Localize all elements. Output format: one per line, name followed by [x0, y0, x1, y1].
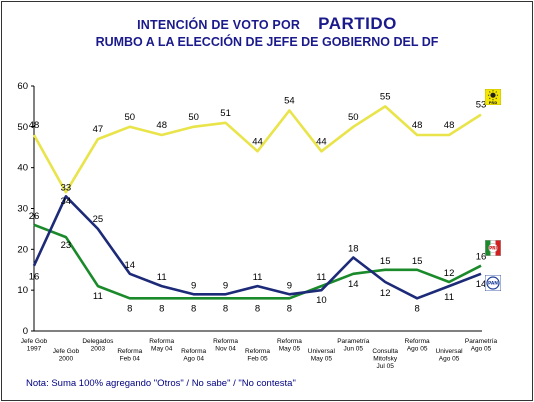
data-label-pri: 15: [380, 256, 391, 267]
svg-text:PRI: PRI: [489, 246, 497, 251]
y-tick-label: 60: [17, 81, 28, 92]
data-label-pan: 9: [191, 280, 196, 291]
series-line-prd: [32, 105, 482, 194]
x-tick-label: Universal Ago 05: [436, 348, 464, 363]
data-label-prd: 53: [476, 100, 487, 111]
data-label-prd: 47: [93, 124, 104, 135]
data-label-pri: 8: [255, 303, 260, 314]
data-label-pri: 8: [159, 303, 164, 314]
pan-logo: PAN: [484, 274, 502, 292]
chart-title-line1: INTENCIÓN DE VOTO POR PARTIDO: [0, 14, 534, 34]
data-label-pan: 11: [444, 292, 454, 303]
data-label-prd: 51: [220, 108, 231, 119]
x-tick-label: Reforma Feb 04: [117, 348, 142, 363]
x-tick-label: Delegados 2003: [82, 338, 114, 353]
data-label-pan: 18: [348, 244, 359, 255]
y-tick-label: 40: [17, 163, 28, 174]
data-label-pri: 8: [287, 303, 292, 314]
data-label-pan: 9: [287, 280, 292, 291]
data-label-pri: 23: [61, 240, 72, 251]
data-label-prd: 50: [348, 112, 359, 123]
data-label-pan: 25: [93, 214, 104, 225]
svg-text:PAN: PAN: [488, 281, 498, 287]
data-label-pan: 16: [29, 272, 40, 283]
data-label-pri: 15: [412, 256, 423, 267]
y-tick-label: 30: [17, 204, 28, 215]
chart-title-line2: RUMBO A LA ELECCIÓN DE JEFE DE GOBIERNO …: [95, 35, 439, 49]
x-tick-label: Jefe Gob 2000: [53, 348, 80, 363]
y-tick-label: 0: [23, 326, 28, 337]
data-label-pri: 26: [29, 211, 40, 222]
data-label-pan: 14: [476, 279, 487, 290]
data-label-pri: 8: [127, 303, 132, 314]
x-tick-label: Reforma Feb 05: [245, 348, 270, 363]
data-label-pri: 8: [191, 303, 196, 314]
x-tick-label: Reforma Nov 04: [213, 338, 238, 353]
svg-text:PRD: PRD: [489, 101, 497, 105]
x-tick-label: Parametría Jun 05: [337, 338, 370, 353]
data-label-pan: 14: [124, 260, 135, 271]
x-tick-label: Reforma May 04: [149, 338, 174, 353]
data-label-pan: 12: [380, 288, 391, 299]
data-label-pan: 10: [316, 295, 327, 306]
x-tick-label: Reforma Ago 05: [405, 338, 430, 353]
data-label-pri: 14: [348, 279, 359, 290]
title-partido: PARTIDO: [318, 14, 397, 33]
data-label-prd: 48: [412, 120, 423, 131]
y-tick-label: 10: [17, 285, 28, 296]
data-label-pan: 11: [253, 272, 263, 283]
y-tick-label: 20: [17, 244, 28, 255]
data-label-pri: 12: [444, 268, 455, 279]
data-label-pri: 8: [223, 303, 228, 314]
x-tick-label: Reforma May 05: [277, 338, 302, 353]
data-label-prd: 44: [252, 136, 263, 147]
data-label-pri: 11: [93, 291, 103, 302]
data-label-prd: 48: [29, 120, 40, 131]
y-tick-label: 50: [17, 122, 28, 133]
x-tick-label: Reforma Ago 04: [181, 348, 206, 363]
data-label-pri: 16: [476, 252, 487, 263]
data-label-prd: 48: [156, 120, 167, 131]
series-line-pri: [33, 223, 482, 300]
data-label-pan: 8: [414, 303, 419, 314]
data-label-pan: 9: [223, 280, 228, 291]
data-label-prd: 44: [316, 136, 327, 147]
data-label-pan: 11: [157, 272, 167, 283]
data-label-prd: 34: [61, 196, 72, 207]
data-label-prd: 48: [444, 120, 455, 131]
data-label-prd: 55: [380, 91, 391, 102]
title-prefix: INTENCIÓN DE VOTO POR: [137, 18, 301, 32]
data-label-prd: 54: [284, 96, 295, 107]
series-line-pan: [32, 195, 482, 300]
data-label-prd: 50: [188, 112, 199, 123]
prd-logo: PRD: [484, 88, 502, 106]
x-tick-label: Consulta Mitofsky Jul 05: [372, 348, 398, 370]
data-label-pri: 11: [316, 272, 326, 283]
data-label-pan: 33: [61, 182, 72, 193]
x-tick-label: Universal May 05: [308, 348, 336, 363]
x-tick-label: Parametría Ago 05: [465, 338, 498, 353]
footnote: Nota: Suma 100% agregando "Otros" / No s…: [26, 378, 296, 389]
pri-logo: PRI: [484, 239, 502, 257]
x-tick-label: Jefe Gob 1997: [21, 338, 48, 353]
data-label-prd: 50: [124, 112, 135, 123]
